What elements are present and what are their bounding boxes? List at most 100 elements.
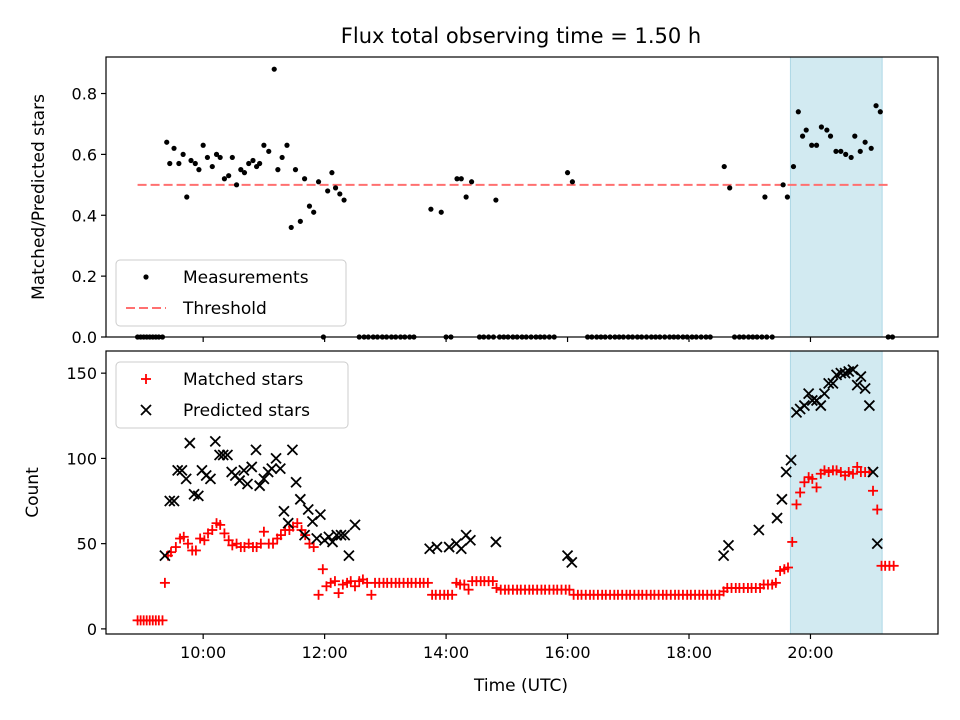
measurement-point xyxy=(873,103,879,109)
matched-point xyxy=(268,538,279,549)
predicted-point xyxy=(233,474,246,487)
measurement-point xyxy=(196,167,202,173)
measurement-point xyxy=(250,157,256,164)
predicted-point-b xyxy=(722,539,735,551)
predicted-point xyxy=(159,549,171,562)
predicted-point xyxy=(343,549,355,562)
predicted-point xyxy=(278,505,290,517)
predicted-point-b xyxy=(274,462,286,475)
predicted-point-b xyxy=(290,476,302,488)
measurement-point xyxy=(306,203,313,209)
measurement-point xyxy=(843,151,849,157)
matched-point xyxy=(819,465,830,476)
predicted-point-b xyxy=(298,529,311,541)
predicted-point-b xyxy=(780,466,792,478)
ratio-axes-frame xyxy=(105,56,939,338)
predicted-point xyxy=(294,493,306,505)
matched-point xyxy=(223,535,234,546)
ratio-panel: 0.0 0.2 0.4 0.6 0.8 Matched/Predicted stars Me… xyxy=(29,56,939,347)
predicted-point-b xyxy=(566,556,578,569)
predicted-point-b xyxy=(431,541,443,553)
predicted-point-b xyxy=(159,549,171,562)
measurement-point xyxy=(284,142,290,148)
matched-point xyxy=(459,579,470,590)
predicted-point xyxy=(349,519,361,531)
matched-point xyxy=(831,465,842,476)
matched-point xyxy=(791,499,802,510)
measurement-point xyxy=(857,148,863,154)
predicted-point-b xyxy=(172,464,184,476)
x-tick-label: 12:00 xyxy=(302,643,348,662)
matched-point xyxy=(345,576,356,587)
predicted-point-b xyxy=(286,444,299,456)
predicted-point xyxy=(217,449,229,461)
measurement-point xyxy=(301,176,308,182)
predicted-point-b xyxy=(753,524,765,536)
legend-label: Measurements xyxy=(183,268,309,288)
predicted-point-b xyxy=(424,543,436,555)
legend-label: Matched stars xyxy=(183,370,303,390)
predicted-point-b xyxy=(455,543,467,555)
predicted-point xyxy=(172,464,184,476)
predicted-point-b xyxy=(266,462,278,475)
predicted-point xyxy=(776,493,788,505)
matched-point xyxy=(157,615,168,626)
measurement-point xyxy=(213,151,220,157)
predicted-point-b xyxy=(855,370,867,383)
predicted-point-b xyxy=(803,387,815,400)
measurement-point xyxy=(818,124,824,130)
measurement-point xyxy=(171,145,177,151)
measurement-point xyxy=(275,167,281,173)
matched-point xyxy=(491,582,502,593)
count-y-tick-label: 50 xyxy=(77,535,97,554)
predicted-point-b xyxy=(246,461,258,473)
measurement-point xyxy=(266,148,272,154)
matched-point xyxy=(258,526,269,537)
predicted-point-b xyxy=(188,488,200,500)
predicted-point-b xyxy=(776,493,788,505)
matched-point xyxy=(795,487,806,498)
measurement-point xyxy=(838,148,844,154)
predicted-point-b xyxy=(863,399,876,412)
matched-point xyxy=(207,525,218,536)
predicted-point xyxy=(785,454,797,466)
predicted-point-b xyxy=(771,512,783,524)
predicted-point xyxy=(339,529,351,541)
measurement-point xyxy=(833,148,839,154)
measurement-point xyxy=(438,209,444,215)
predicted-point-b xyxy=(443,541,455,553)
measurement-point xyxy=(261,142,267,148)
count-panel: 0 50 100 150 10:00 12:00 14:00 16:00 18:00 20:00 C… xyxy=(23,350,939,662)
matched-point xyxy=(847,468,858,479)
predicted-point xyxy=(250,444,262,456)
predicted-point-b xyxy=(282,517,294,529)
predicted-point xyxy=(238,464,250,476)
predicted-point-b xyxy=(164,495,176,507)
count-y-tick-label: 100 xyxy=(66,449,97,468)
measurement-point xyxy=(241,170,248,176)
x-tick-label: 14:00 xyxy=(423,643,469,662)
predicted-point-b xyxy=(464,534,477,546)
measurement-point xyxy=(341,197,347,203)
predicted-point-b xyxy=(339,529,351,541)
predicted-point xyxy=(180,473,192,485)
measurement-point xyxy=(803,127,809,133)
chart-title: Flux total observing time = 1.50 h xyxy=(341,24,701,48)
x-tick-label: 10:00 xyxy=(180,643,226,662)
predicted-point-b xyxy=(258,473,270,485)
predicted-point xyxy=(221,449,234,461)
predicted-point-b xyxy=(176,464,188,476)
predicted-point-b xyxy=(818,387,831,400)
predicted-point xyxy=(859,382,871,395)
predicted-point-b xyxy=(294,493,306,505)
predicted-point-b xyxy=(343,549,355,562)
matched-point xyxy=(325,577,336,588)
predicted-point xyxy=(168,495,180,507)
predicted-point-b xyxy=(839,367,851,379)
matched-point xyxy=(190,545,201,556)
measurement-point xyxy=(315,179,322,185)
x-axis-label: Time (UTC) xyxy=(473,676,568,696)
predicted-point xyxy=(246,461,258,473)
count-series-layer xyxy=(132,364,899,626)
matched-point xyxy=(219,528,230,539)
